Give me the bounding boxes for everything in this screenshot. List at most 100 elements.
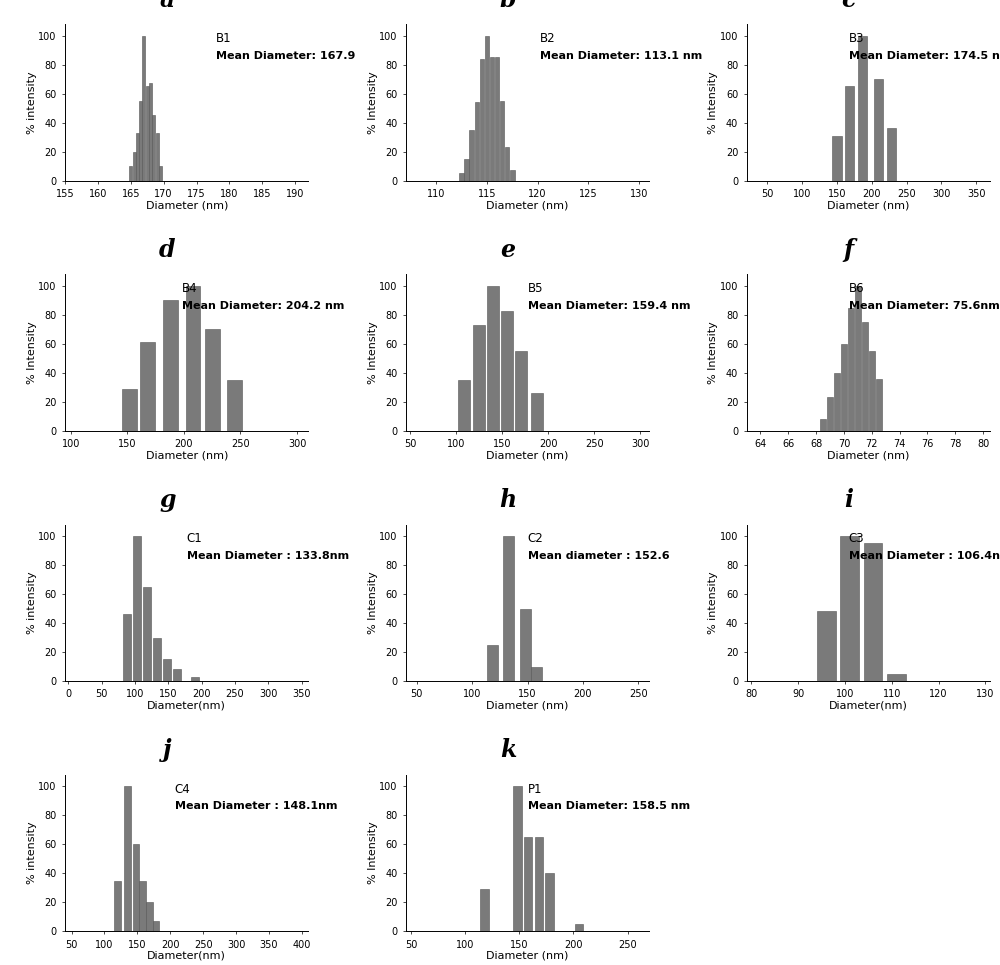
Bar (864, 543, 882, 681)
Bar (205, 329, 220, 430)
Text: f: f (844, 237, 854, 262)
Bar (159, 166, 162, 180)
X-axis label: Diameter (nm): Diameter (nm) (146, 451, 228, 460)
Text: j: j (163, 738, 171, 762)
Bar (505, 148, 509, 180)
Bar (827, 398, 833, 430)
Bar (480, 889, 489, 931)
Bar (834, 372, 840, 430)
Text: C2: C2 (528, 533, 543, 545)
Bar (513, 786, 522, 931)
Bar (123, 615, 131, 681)
Bar (458, 380, 470, 430)
Bar (475, 102, 479, 180)
Bar (840, 537, 859, 681)
Text: B5: B5 (528, 282, 543, 295)
Bar (129, 166, 132, 180)
Y-axis label: % intensity: % intensity (27, 571, 37, 634)
Bar (136, 133, 139, 180)
Bar (520, 609, 531, 681)
Bar (501, 311, 513, 430)
Bar (503, 537, 514, 681)
Y-axis label: % intensity: % intensity (708, 571, 718, 634)
Bar (152, 921, 159, 931)
Bar (524, 837, 532, 931)
X-axis label: Diameter(nm): Diameter(nm) (147, 701, 226, 710)
Bar (464, 159, 469, 180)
Bar (133, 844, 139, 931)
Bar (575, 924, 583, 931)
Bar (545, 873, 554, 931)
X-axis label: Diameter (nm): Diameter (nm) (827, 201, 909, 210)
Text: h: h (499, 488, 517, 512)
Text: Mean Diameter: 75.6nm: Mean Diameter: 75.6nm (849, 301, 1000, 311)
Bar (124, 786, 131, 931)
Bar (495, 58, 499, 180)
X-axis label: Diameter (nm): Diameter (nm) (486, 951, 569, 961)
Bar (142, 36, 145, 180)
Bar (515, 351, 527, 430)
Bar (876, 378, 882, 430)
Bar (140, 343, 155, 430)
Y-axis label: % Intensity: % Intensity (368, 821, 378, 884)
Bar (500, 101, 504, 180)
Text: C3: C3 (849, 533, 864, 545)
Bar (156, 133, 159, 180)
Text: d: d (159, 237, 175, 262)
Bar (186, 286, 200, 430)
Text: Mean Diameter : 148.1nm: Mean Diameter : 148.1nm (175, 801, 337, 812)
X-axis label: Diameter (nm): Diameter (nm) (146, 201, 228, 210)
Text: Mean Diameter: 113.1 nm: Mean Diameter: 113.1 nm (540, 51, 702, 61)
Bar (848, 308, 854, 430)
Bar (133, 152, 136, 180)
Bar (191, 676, 199, 681)
Bar (227, 380, 242, 430)
Text: Mean Diameter: 158.5 nm: Mean Diameter: 158.5 nm (528, 801, 690, 812)
Bar (146, 87, 149, 180)
Bar (510, 171, 515, 180)
Bar (153, 638, 161, 681)
Bar (531, 667, 542, 681)
Bar (862, 322, 868, 430)
Bar (487, 286, 499, 430)
Text: Mean Diameter : 133.8nm: Mean Diameter : 133.8nm (187, 551, 349, 562)
Text: g: g (159, 488, 175, 512)
Bar (832, 136, 842, 180)
Bar (146, 902, 152, 931)
Text: B6: B6 (849, 282, 864, 295)
Bar (490, 58, 494, 180)
Text: C1: C1 (187, 533, 202, 545)
Text: Mean Diameter: 167.9: Mean Diameter: 167.9 (216, 51, 355, 61)
Bar (820, 419, 826, 430)
Text: i: i (844, 488, 853, 512)
Bar (480, 59, 484, 180)
Text: B2: B2 (540, 32, 555, 45)
Bar (473, 325, 485, 430)
Y-axis label: % Intensity: % Intensity (368, 71, 378, 134)
Bar (874, 79, 883, 180)
Text: c: c (842, 0, 856, 12)
Bar (133, 537, 141, 681)
Bar (114, 880, 121, 931)
Bar (139, 880, 146, 931)
Bar (163, 300, 178, 430)
X-axis label: Diameter (nm): Diameter (nm) (827, 451, 909, 460)
X-axis label: Diameter(nm): Diameter(nm) (147, 951, 226, 961)
Bar (485, 36, 489, 180)
X-axis label: Diameter(nm): Diameter(nm) (829, 701, 908, 710)
Bar (531, 393, 543, 430)
Text: k: k (500, 738, 516, 762)
Text: b: b (500, 0, 516, 12)
Bar (139, 101, 142, 180)
Text: Mean Diameter: 159.4 nm: Mean Diameter: 159.4 nm (528, 301, 690, 311)
Bar (841, 344, 847, 430)
Bar (143, 587, 151, 681)
Bar (163, 659, 171, 681)
Text: Mean Diameter : 106.4nm: Mean Diameter : 106.4nm (849, 551, 1000, 562)
Text: a: a (160, 0, 175, 12)
Text: B1: B1 (216, 32, 232, 45)
Bar (487, 645, 498, 681)
Bar (122, 389, 137, 430)
Bar (855, 286, 861, 430)
Text: e: e (501, 237, 516, 262)
